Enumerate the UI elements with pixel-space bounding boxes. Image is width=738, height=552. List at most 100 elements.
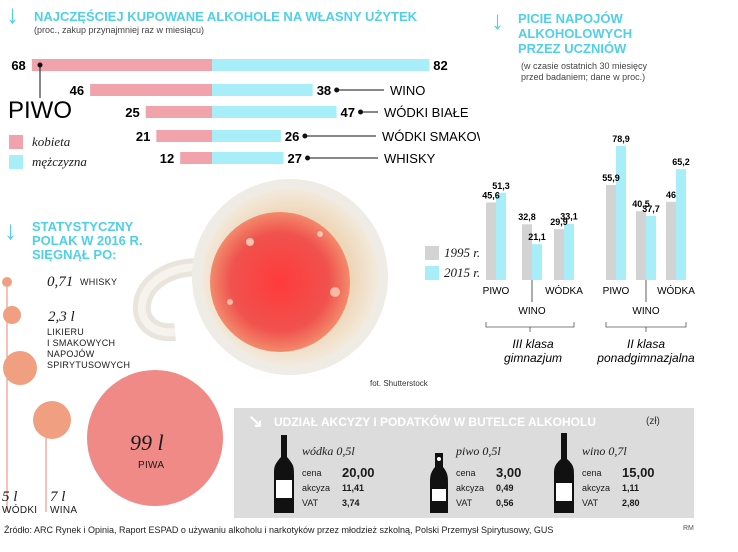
legend-mezczyzna-swatch — [9, 155, 23, 169]
bar-kobieta-4 — [180, 152, 212, 164]
author-initials: RM — [683, 525, 694, 532]
value-mezczyzna-1: 38 — [317, 83, 331, 98]
bubble-wodka — [3, 351, 37, 385]
photo-credit: fot. Shutterstock — [370, 379, 428, 388]
value-label-1995: 29,9 — [550, 217, 568, 227]
bubble-wino-label: WINA — [50, 505, 78, 516]
bar-kobieta-2 — [145, 106, 212, 118]
tax-akcyza-value: 11,41 — [342, 483, 365, 493]
bubble-likier-value: 2,3 l — [48, 309, 75, 325]
tax-vat-value: 0,56 — [496, 498, 514, 508]
group2-label-line1: II klasa — [627, 337, 665, 351]
category-label-1: WINO — [390, 83, 425, 98]
legend-2015-swatch — [425, 266, 439, 280]
tax-row-label-cena: cena — [302, 468, 322, 478]
vodka-bottle-icon — [274, 435, 294, 513]
value-mezczyzna-3: 26 — [285, 129, 299, 144]
legend-1995-label: 1995 r. — [444, 245, 481, 260]
bubble-piwo — [87, 370, 223, 506]
group1-label-line1: III klasa — [512, 337, 554, 351]
category-label-3: WÓDKI SMAKOWE — [382, 129, 480, 144]
bubble-piwo-value: 99 l — [130, 430, 164, 455]
legend-1995-swatch — [425, 246, 439, 260]
tax-row-label-vat: VAT — [302, 498, 319, 508]
legend-2015-label: 2015 r. — [444, 265, 481, 280]
bubble-piwo-label: PIWA — [138, 460, 165, 471]
bar-1995-g0-c0 — [486, 202, 496, 280]
bar-1995-g1-c0 — [606, 184, 616, 280]
value-mezczyzna-2: 47 — [341, 105, 355, 120]
bubble-whisky-label: WHISKY — [80, 277, 118, 287]
tax-row-label-akcyza: akcyza — [582, 483, 611, 493]
tax-row-label-vat: VAT — [582, 498, 599, 508]
bar-1995-g0-c2 — [554, 229, 564, 280]
bar-1995-g1-c1 — [636, 211, 646, 280]
tax-cena-value: 20,00 — [342, 465, 375, 480]
bubble-chart — [2, 277, 223, 512]
value-kobieta-1: 46 — [70, 83, 84, 98]
tax-item-name: wino 0,7l — [582, 444, 627, 458]
bubble-likier — [3, 306, 21, 324]
value-label-1995: 32,8 — [518, 212, 536, 222]
tax-title: UDZIAŁ AKCYZY I PODATKÓW W BUTELCE ALKOH… — [274, 415, 596, 429]
value-kobieta-4: 12 — [160, 151, 174, 166]
value-mezczyzna-4: 27 — [288, 151, 302, 166]
bubble-wino — [33, 401, 71, 439]
category-label-4: WHISKY — [384, 151, 436, 166]
value-mezczyzna-0: 82 — [433, 58, 447, 73]
bubble-whisky — [2, 277, 12, 287]
value-label-2015: 33,1 — [560, 212, 578, 222]
stat-title-line1: STATYSTYCZNY — [32, 219, 134, 234]
legend-kobieta-label: kobieta — [32, 134, 71, 149]
tax-row-label-cena: cena — [582, 468, 602, 478]
beer-bottle-icon — [430, 453, 448, 513]
students-title-line1: PICIE NAPOJÓW — [518, 11, 623, 26]
category-label-piwo: PIWO — [603, 286, 630, 297]
tax-akcyza-value: 0,49 — [496, 483, 514, 493]
tax-row-label-cena: cena — [456, 468, 476, 478]
group1-label-line2: gimnazjum — [504, 351, 562, 365]
arrow-down-icon: ↓ — [491, 5, 504, 35]
bar-mezczyzna-3 — [212, 130, 281, 142]
bar-2015-g1-c0 — [616, 145, 626, 280]
value-kobieta-2: 25 — [125, 105, 139, 120]
bar-kobieta-3 — [156, 130, 212, 142]
tax-akcyza-value: 1,11 — [622, 483, 640, 493]
students-subtitle-line1: (w czasie ostatnich 30 miesięcy — [521, 61, 648, 71]
left-chart-title: NAJCZĘŚCIEJ KUPOWANE ALKOHOLE NA WŁASNY … — [34, 9, 418, 24]
tax-vat-value: 2,80 — [622, 498, 640, 508]
source-note: Źródło: ARC Rynek i Opinia, Raport ESPAD… — [4, 525, 554, 535]
legend-mezczyzna-label: mężczyzna — [32, 154, 87, 169]
bar-mezczyzna-1 — [212, 84, 313, 96]
bar-2015-g1-c2 — [676, 169, 686, 280]
bar-mezczyzna-0 — [212, 59, 430, 71]
bar-2015-g0-c0 — [496, 192, 506, 280]
arrow-down-icon: ↓ — [6, 0, 19, 29]
group2-label-line2: ponadgimnazjalna — [596, 351, 695, 365]
likier-label-line3: NAPOJÓW — [47, 349, 95, 359]
value-kobieta-3: 21 — [136, 129, 150, 144]
tax-item-name: piwo 0,5l — [456, 444, 501, 458]
category-label-wino: WINO — [518, 306, 545, 317]
bar-2015-g0-c2 — [564, 223, 574, 280]
likier-label-line4: SPIRYTUSOWYCH — [47, 360, 131, 370]
value-label-2015: 37,7 — [642, 204, 660, 214]
value-label-1995: 45,6 — [482, 190, 500, 200]
group-bracket — [605, 322, 687, 332]
wine-bottle-icon — [554, 433, 574, 513]
students-title-line3: PRZEZ UCZNIÓW — [518, 41, 627, 56]
tax-item-name: wódka 0,5l — [302, 444, 355, 458]
category-label-wino: WINO — [632, 306, 659, 317]
stat-title-line3: SIĘGNĄŁ PO: — [32, 247, 117, 262]
likier-label-line1: LIKIERU — [47, 327, 85, 337]
category-label-0: PIWO — [8, 97, 72, 124]
tax-row-label-vat: VAT — [456, 498, 473, 508]
category-label-piwo: PIWO — [483, 286, 510, 297]
likier-label-line2: I SMAKOWYCH — [47, 338, 116, 348]
students-title-line2: ALKOHOLOWYCH — [518, 26, 633, 41]
category-label-2: WÓDKI BIAŁE — [384, 105, 469, 120]
tax-cena-value: 15,00 — [622, 465, 655, 480]
left-chart-subtitle: (proc., zakup przynajmniej raz w miesiąc… — [34, 25, 205, 35]
